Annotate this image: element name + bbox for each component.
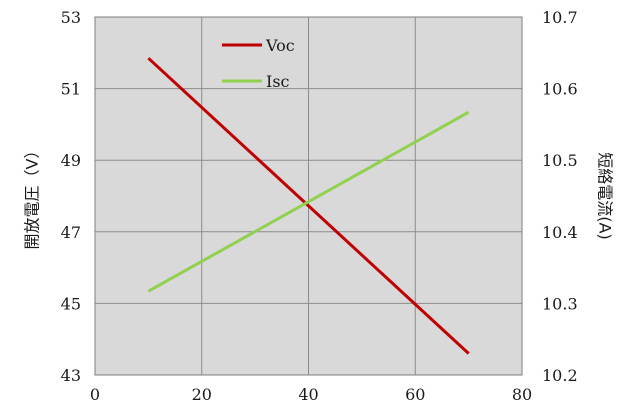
legend-label-voc: Voc: [265, 36, 295, 55]
y-left-tick-label: 53: [61, 8, 81, 27]
y-left-axis-title: 開放電圧（V）: [23, 143, 42, 250]
y-right-tick-label: 10.7: [542, 8, 578, 27]
y-right-tick-label: 10.4: [542, 223, 578, 242]
y-left-axis-ticks: 43 45 47 49 51 53: [61, 8, 81, 385]
y-right-tick-label: 10.2: [542, 366, 578, 385]
y-left-tick-label: 49: [61, 151, 81, 170]
x-tick-label: 80: [512, 385, 532, 404]
x-axis-ticks: 0 20 40 60 80: [90, 385, 532, 404]
y-right-tick-label: 10.5: [542, 151, 578, 170]
y-right-tick-label: 10.3: [542, 294, 578, 313]
x-tick-label: 20: [192, 385, 212, 404]
series-line-isc: [147, 110, 470, 293]
plot-border: [94, 16, 523, 376]
y-right-tick-label: 10.6: [542, 80, 578, 99]
y-right-axis-ticks: 10.2 10.3 10.4 10.5 10.6 10.7: [542, 8, 578, 385]
series-line-voc: [147, 57, 470, 355]
y-right-axis-title: 短絡電流(A): [596, 152, 615, 239]
y-left-tick-label: 47: [61, 223, 81, 242]
x-tick-label: 40: [298, 385, 318, 404]
x-tick-label: 0: [90, 385, 100, 404]
legend-label-isc: Isc: [266, 72, 290, 91]
y-left-tick-label: 51: [61, 80, 81, 99]
x-tick-label: 60: [405, 385, 425, 404]
series-layer: [147, 57, 470, 355]
legend: Voc Isc: [222, 36, 295, 91]
y-left-tick-label: 45: [61, 294, 81, 313]
y-left-tick-label: 43: [61, 366, 81, 385]
